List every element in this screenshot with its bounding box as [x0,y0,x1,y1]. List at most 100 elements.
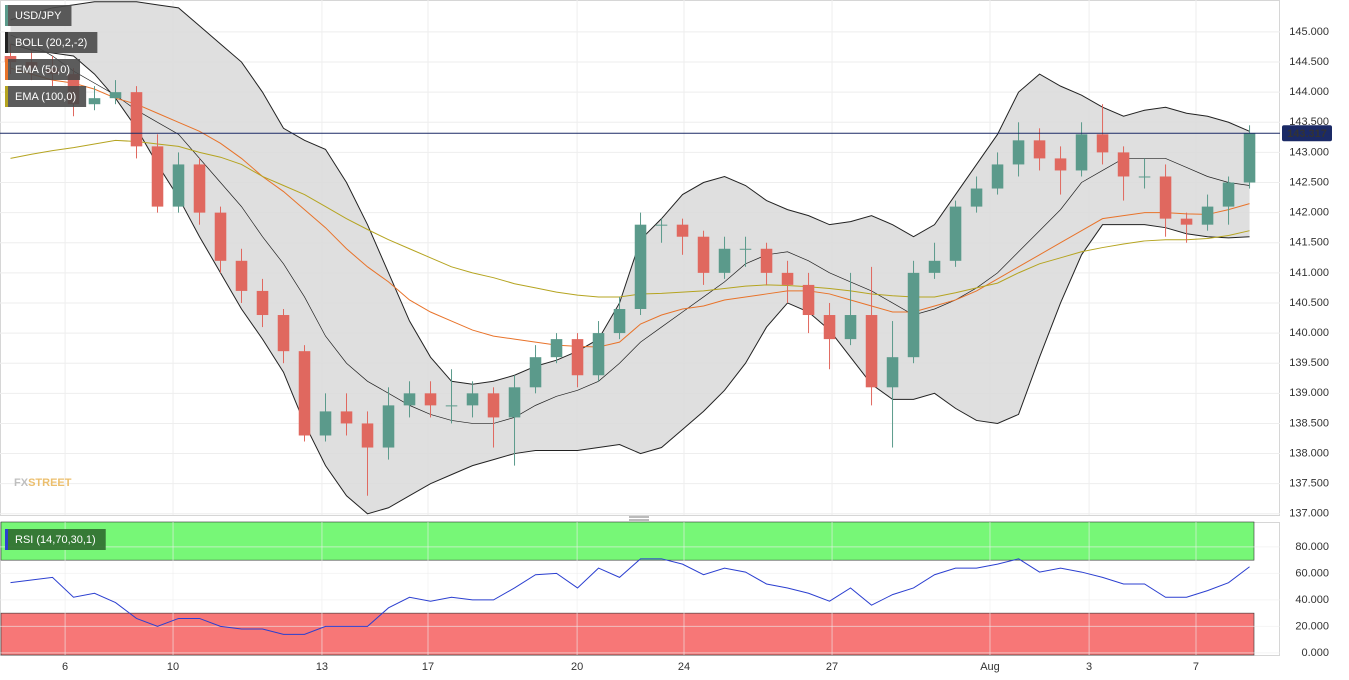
legend-box [5,86,87,107]
y-tick-label: 60.000 [1295,567,1329,579]
legend-label: EMA (100,0) [15,91,76,103]
rsi-zone [0,612,1255,656]
legend-box [5,32,98,53]
candle-body [277,315,290,352]
legend-swatch [5,59,8,80]
y-tick-label: 144.000 [1289,86,1329,98]
y-tick-label: 0.000 [1301,647,1329,659]
candle-body [1201,206,1214,225]
candle-body [466,393,479,406]
legend-box [5,59,81,80]
x-tick-label: Aug [980,661,1000,673]
legend-item[interactable]: BOLL (20,2,-2) [5,32,98,53]
y-tick-label: 142.000 [1289,207,1329,219]
band-fill [10,1,1250,514]
candle-body [1159,176,1172,219]
legend-item[interactable]: EMA (50,0) [5,59,81,80]
x-tick-label: 7 [1193,661,1199,673]
panel-resize-handle[interactable] [629,516,649,521]
legend-swatch [5,86,8,107]
candle-body [865,315,878,388]
legend-item[interactable]: RSI (14,70,30,1) [5,529,106,550]
last-price-box [1282,125,1332,142]
candle-body [886,357,899,388]
candle-body [1138,176,1151,178]
plot: FXSTREET [0,1,1280,635]
watermark-part: STREET [28,477,72,489]
candle-body [214,212,227,261]
y-tick-label: 138.500 [1289,417,1329,429]
candle-body [1096,134,1109,153]
candle-body [1243,133,1256,183]
x-tick-label: 24 [678,661,690,673]
band-middle [10,34,1250,424]
candle-body [1117,152,1130,177]
candle-body [298,351,311,436]
legend-swatch [5,32,8,53]
candle-body [172,164,185,207]
candle-body [970,188,983,207]
x-tick-label: 13 [316,661,328,673]
y-tick-label: 20.000 [1295,620,1329,632]
x-tick-label: 10 [167,661,179,673]
candle-body [361,423,374,448]
candle-body [907,272,920,358]
y-tick-label: 140.000 [1289,327,1329,339]
candle-body [613,309,626,334]
x-tick-label: 27 [826,661,838,673]
candle-body [1054,158,1067,171]
candle-body [781,272,794,285]
rsi-zone [0,521,1255,561]
legend-box [5,529,106,550]
candle-body [445,405,458,407]
candle-body [949,206,962,261]
candle-body [193,164,206,213]
axes: 137.000 137.500 138.000 138.500 139.000 139.5… [62,26,1332,673]
candle-body [1075,134,1088,171]
candle-body [340,411,353,424]
y-tick-label: 139.500 [1289,357,1329,369]
legend-label: BOLL (20,2,-2) [15,37,87,49]
legend-item[interactable]: EMA (100,0) [5,86,87,107]
candle-body [424,393,437,406]
candle-body [1222,182,1235,207]
candle-body [928,260,941,273]
candle-body [802,284,815,316]
legend-swatch [5,5,8,26]
watermark: FXSTREET [14,477,72,489]
y-tick-label: 139.000 [1289,387,1329,399]
candle-body [739,248,752,250]
candle-body [235,260,248,291]
x-tick-label: 6 [62,661,68,673]
legend-swatch [5,529,8,550]
y-tick-label: 138.000 [1289,447,1329,459]
y-tick-label: 143.500 [1289,116,1329,128]
candle-body [844,315,857,340]
candle-body [655,224,668,226]
candle-body [1012,140,1025,165]
candle-body [991,164,1004,189]
band-upper [10,1,1250,385]
legend-label: USD/JPY [15,10,62,22]
candle-body [676,224,689,237]
legend-label: EMA (50,0) [15,64,70,76]
legend-label: RSI (14,70,30,1) [15,534,96,546]
candle-body [319,411,332,436]
candle-body [382,405,395,448]
x-tick-label: 3 [1086,661,1092,673]
y-tick-label: 137.500 [1289,478,1329,490]
candle-body [88,98,101,105]
candle-body [1033,140,1046,159]
y-tick-label: 141.500 [1289,237,1329,249]
ema-line [10,67,1250,348]
y-tick-label: 142.500 [1289,176,1329,188]
band-lower [10,43,1250,515]
x-tick-label: 17 [422,661,434,673]
y-tick-label: 80.000 [1295,541,1329,553]
last-price-label: 143.317 [1287,128,1327,140]
candle-body [130,92,143,147]
legend-item[interactable]: USD/JPY [5,5,72,26]
candle-body [550,339,563,358]
y-tick-label: 145.000 [1289,26,1329,38]
